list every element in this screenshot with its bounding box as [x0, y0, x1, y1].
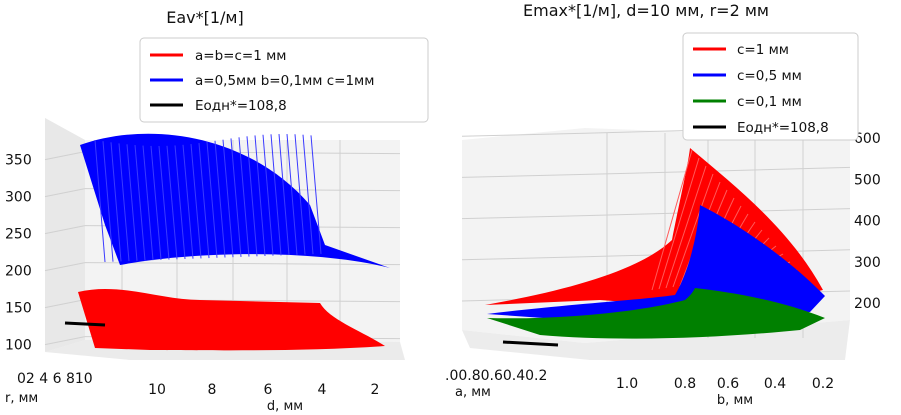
right-legend: c=1 мм c=0,5 мм c=0,1 мм Еодн*=108,8 [682, 32, 859, 141]
right-legend-box [682, 32, 859, 141]
left-zgrid-side-4 [44, 188, 86, 198]
right-z-tick-3: 500 [854, 172, 881, 188]
left-blue-mesh-line-16 [222, 139, 234, 258]
left-blue-mesh-line-27 [310, 135, 322, 254]
left-pane-side [45, 118, 85, 352]
right-red-mesh-line-0 [651, 149, 693, 291]
left-xlabel: d, мм [267, 399, 303, 414]
left-blue-mesh-line-20 [254, 135, 266, 257]
right-eodn-line [502, 340, 559, 347]
right-y-tick-3: 0.4 [764, 376, 786, 392]
left-blue-mesh-line-6 [142, 145, 154, 261]
right-zgrid-side-3 [461, 173, 586, 178]
right-zgrid-side-2 [461, 215, 586, 220]
left-blue-mesh-line-24 [286, 133, 298, 255]
left-x-tick-1: 8 [208, 382, 217, 398]
right-z-tick-4: 600 [854, 131, 881, 147]
left-blue-mesh-line-14 [206, 141, 218, 258]
left-blue-mesh-line-4 [126, 144, 138, 261]
left-z-tick-2: 200 [5, 264, 32, 280]
left-legend: a=b=c=1 мм a=0,5мм b=0,1мм c=1мм Еодн*=1… [139, 37, 429, 123]
right-z-tick-2: 400 [854, 214, 881, 230]
left-blue-mesh-line-15 [214, 140, 226, 258]
left-blue-mesh-line-12 [190, 144, 202, 259]
right-legend-label-2: c=0,1 мм [737, 94, 802, 110]
chart-right: Emax*[1/м], d=10 мм, r=2 мм 200 300 400 500… [445, 1, 881, 408]
right-y-tick-2: 0.6 [717, 376, 739, 392]
right-zgrid-side-4 [461, 132, 586, 137]
right-y-tick-0: 1.0 [616, 376, 638, 392]
left-z-tick-4: 300 [5, 190, 32, 206]
left-legend-box [139, 37, 429, 123]
left-legend-label-1: a=0,5мм b=0,1мм c=1мм [195, 73, 374, 89]
right-xlabel: a, мм [455, 385, 491, 400]
right-y-ticks: 1.0 0.8 0.6 0.4 0.2 [616, 376, 834, 392]
left-x-tick-3: 4 [318, 382, 327, 398]
left-zgrid-side-5 [44, 151, 86, 161]
left-blue-mesh-line-8 [158, 145, 170, 260]
left-blue-mesh-line-1 [102, 141, 114, 262]
right-red-mesh-line-3 [672, 173, 714, 288]
left-blue-mesh-line-2 [110, 142, 122, 262]
left-zgrid-side-3 [44, 225, 86, 235]
left-x-tick-0: 10 [148, 382, 166, 398]
right-ylabel: b, мм [717, 393, 753, 408]
left-blue-mesh-line-19 [246, 136, 258, 257]
left-z-tick-1: 150 [5, 301, 32, 317]
left-zgrid-back-2 [84, 262, 401, 266]
right-red-mesh-line-2 [665, 165, 707, 289]
left-x-tick-4: 2 [371, 382, 380, 398]
left-ylabel: r, мм [5, 391, 38, 406]
left-legend-label-2: Еодн*=108,8 [195, 98, 287, 114]
left-x-ticks: 10 8 6 4 2 [148, 382, 379, 398]
left-zgrid-side-0 [44, 336, 86, 346]
left-zgrid-side-1 [44, 299, 86, 309]
right-x-ticks: .00.80.60.40.2 [445, 368, 547, 384]
left-blue-mesh-line-0 [94, 139, 106, 263]
left-blue-mesh-line-25 [294, 134, 306, 255]
right-surface-green [487, 288, 825, 339]
left-blue-mesh-line-5 [134, 145, 146, 261]
right-legend-label-0: c=1 мм [737, 42, 789, 58]
right-red-mesh-line-1 [658, 157, 700, 290]
right-legend-label-3: Еодн*=108,8 [737, 120, 829, 136]
right-z-tick-1: 300 [854, 255, 881, 271]
left-blue-mesh-line-10 [174, 145, 186, 260]
left-zgrid-side-2 [44, 262, 86, 272]
right-legend-label-1: c=0,5 мм [737, 68, 802, 84]
left-blue-mesh-line-3 [118, 143, 130, 262]
left-blue-mesh-line-26 [302, 134, 314, 255]
right-zgrid-side-1 [461, 256, 586, 261]
left-blue-mesh-line-18 [238, 137, 250, 257]
left-blue-mesh-line-22 [270, 134, 282, 256]
left-blue-mesh-line-23 [278, 133, 290, 256]
left-blue-mesh-line-7 [150, 145, 162, 260]
left-blue-mesh-line-21 [262, 134, 274, 256]
left-chart-title: Eav*[1/м] [166, 8, 244, 27]
left-legend-label-0: a=b=c=1 мм [195, 48, 286, 64]
right-y-tick-1: 0.8 [674, 376, 696, 392]
left-blue-mesh-line-11 [182, 144, 194, 259]
left-z-ticks: 100 150 200 250 300 350 [5, 153, 32, 354]
left-surface-red [78, 288, 385, 351]
left-blue-mesh-line-17 [230, 138, 242, 257]
left-x-tick-2: 6 [264, 382, 273, 398]
left-blue-mesh-line-13 [198, 143, 210, 259]
chart-left: Eav*[1/м] 100 150 200 250 300 350 10 8 6 4 2 02 4… [5, 8, 429, 414]
left-z-tick-0: 100 [5, 338, 32, 354]
left-y-ticks: 02 4 6 810 [17, 371, 93, 387]
right-zgrid-back-3 [584, 166, 851, 175]
right-z-ticks: 200 300 400 500 600 [854, 131, 881, 312]
right-z-tick-0: 200 [854, 296, 881, 312]
right-y-tick-4: 0.2 [812, 376, 834, 392]
left-z-tick-3: 250 [5, 227, 32, 243]
left-blue-mesh-line-9 [166, 145, 178, 260]
right-chart-title: Emax*[1/м], d=10 мм, r=2 мм [523, 1, 769, 20]
left-eodn-line [64, 321, 106, 327]
left-z-tick-5: 350 [5, 153, 32, 169]
left-surface-blue [80, 133, 390, 268]
right-surface-blue [487, 205, 825, 322]
